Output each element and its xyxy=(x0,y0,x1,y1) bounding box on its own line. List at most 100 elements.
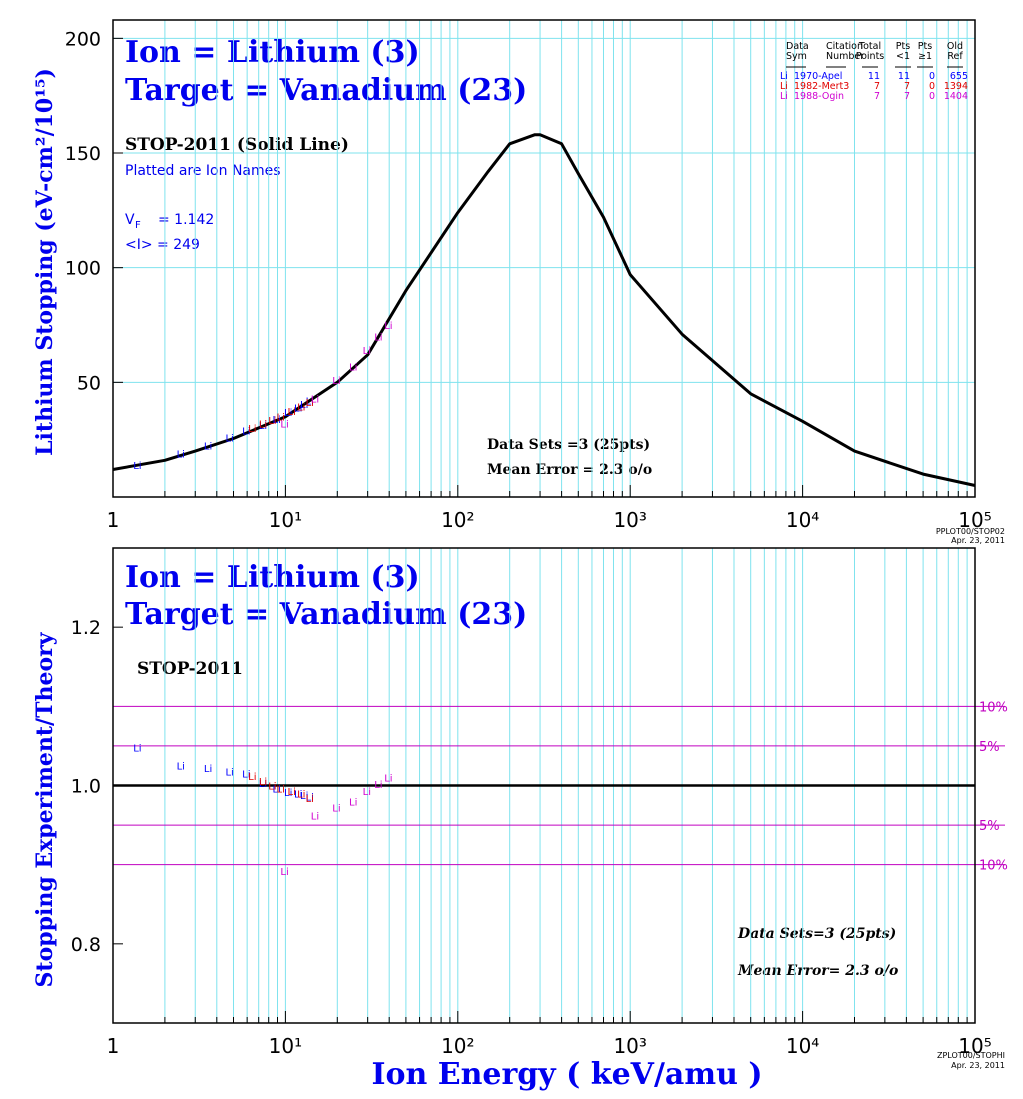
y-tick-label: 1.2 xyxy=(71,617,101,639)
data-point: Li xyxy=(300,400,308,411)
plot-frame xyxy=(112,547,976,1024)
target-title: Target = Vanadium (23) xyxy=(125,73,527,108)
data-point: Li xyxy=(133,744,141,755)
x-axis-title: Ion Energy ( keV/amu ) xyxy=(371,1057,762,1092)
data-point: Li xyxy=(259,420,267,431)
data-point: Li xyxy=(225,433,233,444)
legend-name: 1982-Mert3 xyxy=(794,81,849,92)
y-tick-label: 1.0 xyxy=(71,776,101,798)
y-tick-label: 50 xyxy=(77,372,101,394)
data-point: Li xyxy=(311,394,319,405)
vf-subscript: F xyxy=(135,220,141,231)
y-tick-label: 150 xyxy=(65,143,101,165)
data-point: Li xyxy=(284,788,292,799)
legend-header: Old xyxy=(947,41,963,52)
data-point: Li xyxy=(297,789,305,800)
data-point: Li xyxy=(242,426,250,437)
data-point: Li xyxy=(363,787,371,798)
data-point: Li xyxy=(277,785,285,796)
legend-symbol: Li xyxy=(780,91,788,102)
ion-title: Ion = Lithium (3) xyxy=(125,560,420,595)
data-point: Li xyxy=(273,415,281,426)
data-point: Li xyxy=(225,767,233,778)
x-tick-label: 10³ xyxy=(613,1034,646,1058)
legend-symbol: Li xyxy=(780,71,788,82)
legend-header: Pts xyxy=(896,41,910,52)
y-tick-label: 100 xyxy=(65,258,101,280)
legend-header: Points xyxy=(856,51,885,62)
data-point: Li xyxy=(248,772,256,783)
legend-header: ≥1 xyxy=(918,51,932,62)
data-point: Li xyxy=(259,777,267,788)
data-point: Li xyxy=(177,762,185,773)
data-point: Li xyxy=(311,812,319,823)
vf-symbol: V xyxy=(125,212,135,228)
legend-header: Data xyxy=(786,41,809,52)
legend-lt1: 7 xyxy=(904,81,910,92)
data-point: Li xyxy=(374,780,382,791)
legend-total: 11 xyxy=(868,71,880,82)
data-sets: Data Sets=3 (25pts) xyxy=(737,926,896,942)
data-point: Li xyxy=(277,413,285,424)
mean-error: Mean Error = 2.3 o/o xyxy=(487,462,652,478)
data-point: Li xyxy=(384,321,392,332)
legend-ge1: 0 xyxy=(929,81,935,92)
data-point: Li xyxy=(294,404,302,415)
curve-note: STOP-2011 (Solid Line) xyxy=(125,135,349,155)
data-point: Li xyxy=(259,779,267,790)
footer: ZPLOT00/STOPHI xyxy=(937,1051,1005,1060)
legend-ge1: 0 xyxy=(929,91,935,102)
data-point: Li xyxy=(259,421,267,432)
legend-total: 7 xyxy=(874,91,880,102)
data-point: Li xyxy=(268,782,276,793)
legend-header: Pts xyxy=(918,41,932,52)
x-tick-label: 10⁵ xyxy=(958,1034,991,1058)
data-point: Li xyxy=(297,402,305,413)
data-point: Li xyxy=(294,789,302,800)
legend-header: Total xyxy=(858,41,881,52)
x-tick-label: 1 xyxy=(107,508,120,532)
data-point: Li xyxy=(242,770,250,781)
date: Apr. 23, 2011 xyxy=(951,1061,1005,1070)
legend-header: Ref xyxy=(947,51,963,62)
data-point: Li xyxy=(349,362,357,373)
data-point: Li xyxy=(280,867,288,878)
data-point: Li xyxy=(280,420,288,431)
data-point: Li xyxy=(332,376,340,387)
y-tick-label: 200 xyxy=(65,28,101,50)
legend-name: 1988-Ogin xyxy=(794,91,844,102)
data-point: Li xyxy=(288,787,296,798)
y-axis-title: Stopping Experiment/Theory xyxy=(32,631,58,987)
curve-note: STOP-2011 xyxy=(137,659,243,679)
data-point: Li xyxy=(133,461,141,472)
footer: PPLOT00/STOP02 xyxy=(936,527,1005,536)
legend-lt1: 7 xyxy=(904,91,910,102)
data-sets: Data Sets =3 (25pts) xyxy=(487,437,650,453)
legend-header: Citation xyxy=(826,41,863,52)
data-point: Li xyxy=(177,449,185,460)
x-tick-label: 10³ xyxy=(613,508,646,532)
data-point: Li xyxy=(374,332,382,343)
date: Apr. 23, 2011 xyxy=(951,536,1005,545)
data-point: Li xyxy=(284,408,292,419)
ion-title: Ion = Lithium (3) xyxy=(125,35,420,70)
data-point: Li xyxy=(273,785,281,796)
x-tick-label: 10¹ xyxy=(269,1034,302,1058)
data-point: Li xyxy=(268,416,276,427)
data-point: Li xyxy=(248,424,256,435)
x-tick-label: 10⁴ xyxy=(786,1034,819,1058)
legend-total: 7 xyxy=(874,81,880,92)
data-point: Li xyxy=(306,397,314,408)
data-point: Li xyxy=(300,791,308,802)
y-tick-label: 0.8 xyxy=(71,934,101,956)
x-tick-label: 10⁴ xyxy=(786,508,819,532)
data-point: Li xyxy=(306,398,314,409)
vf-value: = 1.142 xyxy=(158,212,214,228)
legend-ref: 1394 xyxy=(944,81,968,92)
legend-ref: 1404 xyxy=(944,91,968,102)
data-point: Li xyxy=(384,774,392,785)
reference-label: 10% xyxy=(979,859,1008,874)
reference-label: 5% xyxy=(979,819,1000,834)
